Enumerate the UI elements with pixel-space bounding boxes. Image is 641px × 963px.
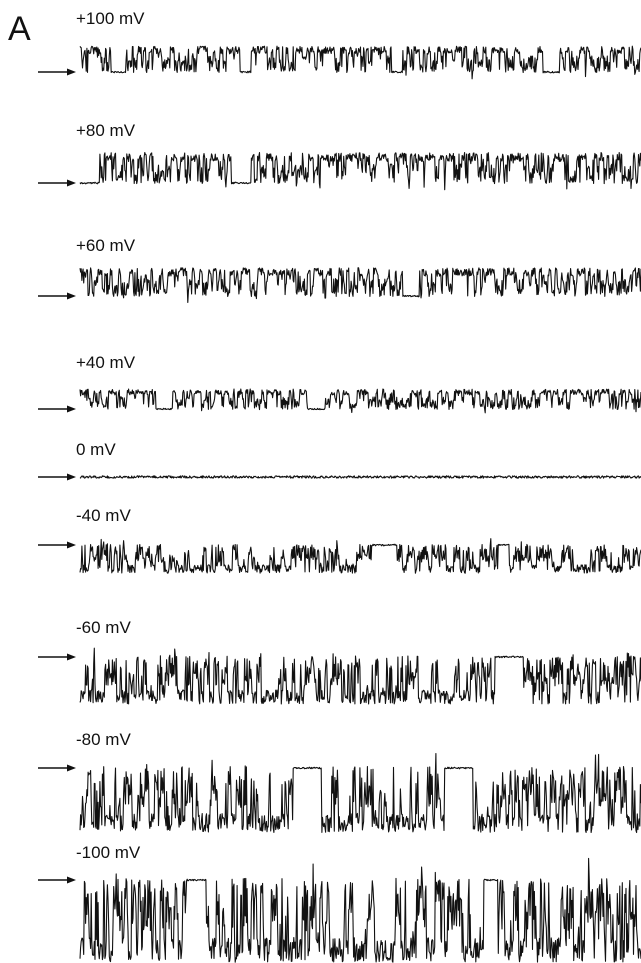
trace-row: +100 mV: [38, 9, 641, 80]
current-trace: [79, 647, 641, 705]
trace-row: +80 mV: [38, 121, 641, 191]
voltage-label: -80 mV: [76, 730, 131, 749]
current-trace: [79, 388, 641, 414]
current-trace: [79, 267, 641, 304]
closed-level-arrowhead: [67, 764, 76, 772]
closed-level-arrowhead: [67, 541, 76, 549]
closed-level-arrowhead: [67, 68, 76, 76]
voltage-label: 0 mV: [76, 440, 116, 459]
voltage-label: +80 mV: [76, 121, 136, 140]
closed-level-arrowhead: [67, 405, 76, 413]
voltage-label: -40 mV: [76, 506, 131, 525]
trace-row: -100 mV: [38, 843, 641, 963]
closed-level-arrowhead: [67, 179, 76, 187]
current-trace: [79, 151, 641, 191]
trace-row: +40 mV: [38, 353, 641, 414]
voltage-label: -100 mV: [76, 843, 141, 862]
current-trace: [79, 857, 641, 963]
closed-level-arrowhead: [67, 292, 76, 300]
trace-row: -80 mV: [38, 730, 641, 834]
closed-level-arrowhead: [67, 653, 76, 661]
current-trace: [79, 538, 641, 574]
trace-row: 0 mV: [38, 440, 641, 481]
voltage-label: +100 mV: [76, 9, 145, 28]
current-trace: [79, 475, 641, 479]
voltage-label: +40 mV: [76, 353, 136, 372]
trace-row: +60 mV: [38, 236, 641, 304]
current-trace: [79, 45, 641, 80]
panel-letter: A: [8, 10, 31, 48]
trace-row: -60 mV: [38, 618, 641, 705]
closed-level-arrowhead: [67, 473, 76, 481]
current-trace: [79, 752, 641, 834]
closed-level-arrowhead: [67, 876, 76, 884]
voltage-label: -60 mV: [76, 618, 131, 637]
voltage-label: +60 mV: [76, 236, 136, 255]
trace-group: +100 mV +80 mV +60 mV +40 mV 0 mV -40 mV -60 m…: [38, 9, 641, 963]
trace-row: -40 mV: [38, 506, 641, 574]
